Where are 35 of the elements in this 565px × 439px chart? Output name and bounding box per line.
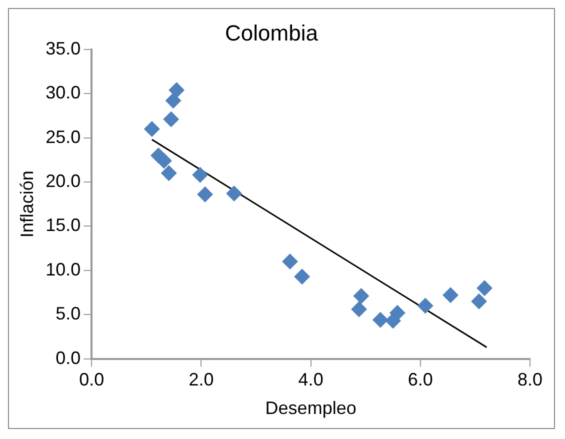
y-tick-label: 35.0 — [46, 38, 81, 58]
y-tick-label: 25.0 — [46, 126, 81, 147]
x-tick-label: 8.0 — [517, 370, 543, 390]
point — [168, 82, 185, 98]
point — [197, 186, 214, 202]
point — [226, 185, 242, 202]
point — [160, 165, 177, 182]
point — [165, 92, 182, 109]
x-tick-label: 0.0 — [79, 370, 104, 390]
y-tick-label: 0.0 — [56, 348, 81, 368]
y-tick-label: 20.0 — [46, 170, 81, 191]
y-tick-label: 5.0 — [56, 304, 81, 324]
x-tick-label: 4.0 — [298, 370, 324, 390]
point — [144, 120, 160, 137]
point — [442, 287, 459, 304]
point — [156, 152, 172, 169]
y-tick-label: 15.0 — [46, 215, 81, 236]
point — [353, 288, 370, 304]
point — [476, 280, 493, 296]
point — [163, 111, 180, 128]
point — [471, 293, 488, 310]
x-axis-title: Desempleo — [265, 398, 356, 418]
chart-title: Colombia — [225, 20, 319, 46]
point — [417, 298, 434, 314]
point — [192, 166, 208, 183]
point — [294, 268, 310, 285]
y-tick-label: 30.0 — [46, 82, 81, 103]
point — [372, 312, 388, 328]
y-axis-title: Inflación — [16, 170, 37, 238]
x-tick-label: 6.0 — [408, 370, 433, 390]
point — [389, 304, 406, 321]
point — [351, 301, 368, 318]
x-tick-label: 2.0 — [188, 370, 214, 390]
y-tick-label: 10.0 — [46, 259, 81, 280]
point — [282, 254, 298, 270]
